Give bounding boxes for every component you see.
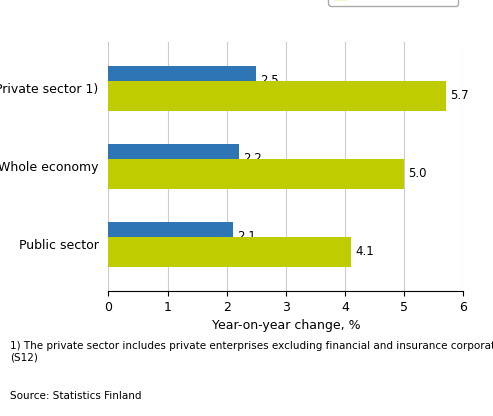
Text: Source: Statistics Finland: Source: Statistics Finland xyxy=(10,391,141,401)
Text: 1) The private sector includes private enterprises excluding financial and insur: 1) The private sector includes private e… xyxy=(10,341,493,363)
Bar xyxy=(108,66,256,96)
X-axis label: Year-on-year change, %: Year-on-year change, % xyxy=(211,319,360,332)
Bar xyxy=(108,222,233,252)
Bar xyxy=(108,144,239,174)
Bar xyxy=(108,159,404,188)
Bar xyxy=(108,237,351,267)
Text: 5.0: 5.0 xyxy=(408,167,427,180)
Text: 4.1: 4.1 xyxy=(355,245,374,258)
Text: 5.7: 5.7 xyxy=(450,89,468,102)
Text: 2.2: 2.2 xyxy=(243,153,261,166)
Bar xyxy=(108,81,446,111)
Legend: 10/2019-12/2019, 10/2018-12/2018: 10/2019-12/2019, 10/2018-12/2018 xyxy=(328,0,458,5)
Text: 2.1: 2.1 xyxy=(237,230,255,243)
Text: 2.5: 2.5 xyxy=(260,74,279,87)
